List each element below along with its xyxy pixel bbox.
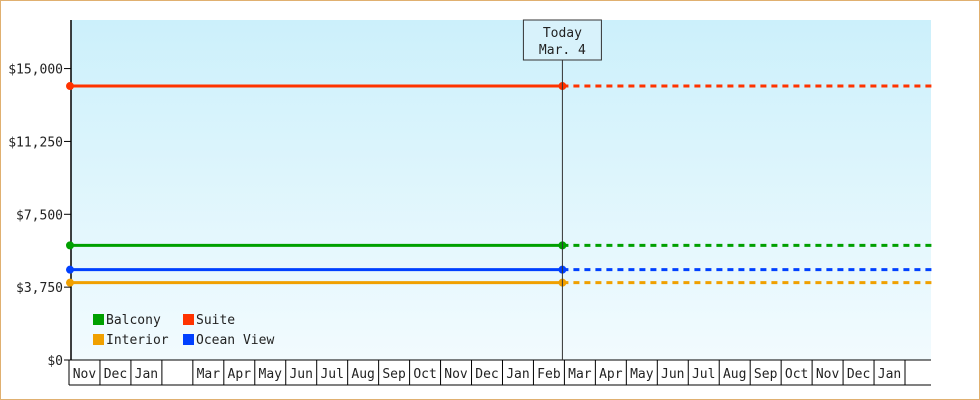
y-tick-label: $0 <box>47 354 63 369</box>
series-point-start-interior <box>66 278 74 287</box>
legend-swatch <box>183 314 194 325</box>
today-label: Today <box>543 26 582 41</box>
month-label: Jan <box>878 367 901 382</box>
month-label: Dec <box>847 367 870 382</box>
month-label: Aug <box>351 367 374 382</box>
y-tick-label: $7,500 <box>16 208 63 223</box>
month-label: Feb <box>537 367 561 382</box>
month-label: Apr <box>228 367 252 382</box>
month-label: Nov <box>444 367 468 382</box>
month-label: Sep <box>382 367 406 382</box>
month-label: Oct <box>413 367 436 382</box>
month-label: Apr <box>599 367 623 382</box>
y-tick-label: $15,000 <box>8 63 63 78</box>
month-label: Jun <box>289 367 312 382</box>
month-label: May <box>259 367 283 382</box>
month-label: Dec <box>475 367 498 382</box>
legend-swatch <box>93 314 104 325</box>
month-label: Jan <box>506 367 529 382</box>
series-point-start-suite <box>66 82 74 91</box>
month-label: Nov <box>73 367 97 382</box>
y-tick-label: $11,250 <box>8 135 63 150</box>
month-label: Sep <box>754 367 778 382</box>
series-point-start-balcony <box>66 241 74 250</box>
month-label: Jul <box>320 367 343 382</box>
month-label: Oct <box>785 367 808 382</box>
month-label: Dec <box>104 367 127 382</box>
legend-swatch <box>93 334 104 345</box>
legend-label: Ocean View <box>196 333 274 348</box>
legend-label: Suite <box>196 313 235 328</box>
month-label: Aug <box>723 367 746 382</box>
legend-swatch <box>183 334 194 345</box>
legend-label: Balcony <box>106 313 161 328</box>
month-label: Nov <box>816 367 840 382</box>
legend-label: Interior <box>106 333 169 348</box>
month-label: Jan <box>135 367 158 382</box>
series-point-start-ocean-view <box>66 265 74 274</box>
month-label: Mar <box>197 367 221 382</box>
month-label: Mar <box>568 367 592 382</box>
today-date: Mar. 4 <box>539 43 586 58</box>
today-annotation-box <box>522 19 602 61</box>
month-label: Jun <box>661 367 684 382</box>
month-label: Jul <box>692 367 715 382</box>
y-tick-label: $3,750 <box>16 281 63 296</box>
month-label: May <box>630 367 654 382</box>
plot-area <box>71 20 931 360</box>
